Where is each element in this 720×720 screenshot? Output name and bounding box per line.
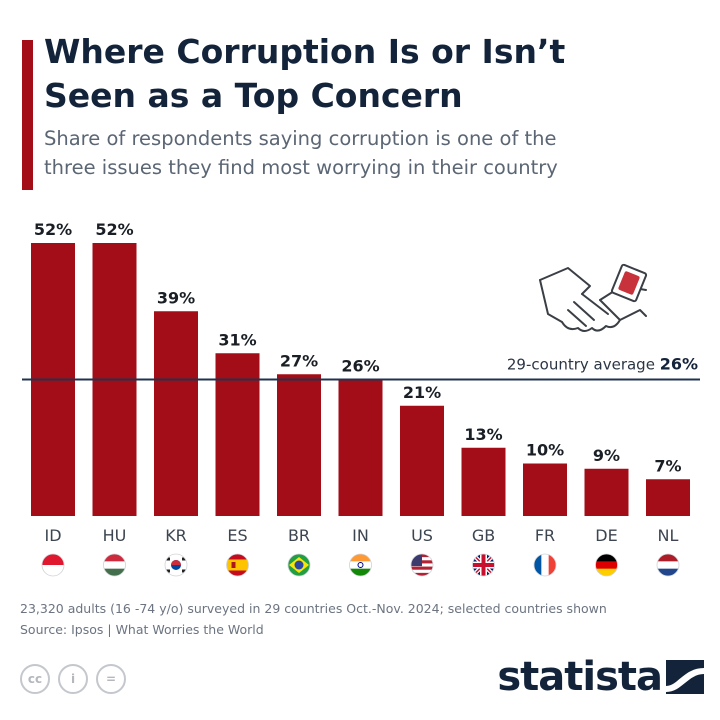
- category-label-HU: HU: [103, 526, 127, 545]
- value-label-BR: 27%: [280, 351, 318, 370]
- value-label-FR: 10%: [526, 441, 564, 460]
- value-label-NL: 7%: [654, 456, 681, 475]
- reference-line-layer: 29-country average 26%: [22, 355, 700, 381]
- category-label-FR: FR: [535, 526, 555, 545]
- flag-france-icon: [533, 553, 557, 577]
- category-label-IN: IN: [352, 526, 369, 545]
- category-label-NL: NL: [658, 526, 679, 545]
- flag-uk-icon: [472, 553, 495, 577]
- subtitle-line-1: Share of respondents saying corruption i…: [44, 127, 557, 150]
- page-title: Where Corruption Is or Isn’t Seen as a T…: [44, 30, 704, 118]
- flag-spain-icon: [226, 553, 249, 577]
- category-label-BR: BR: [288, 526, 310, 545]
- attribution-icon[interactable]: i: [58, 664, 88, 694]
- bar-GB: [461, 447, 506, 516]
- bar-IN: [338, 379, 383, 516]
- value-label-GB: 13%: [464, 425, 502, 444]
- statista-logo[interactable]: statista: [497, 654, 704, 700]
- brand-name: statista: [497, 654, 663, 700]
- bar-DE: [584, 468, 629, 516]
- bar-ES: [215, 353, 260, 516]
- flag-south-korea-icon: [164, 553, 188, 577]
- category-label-DE: DE: [595, 526, 617, 545]
- value-label-US: 21%: [403, 383, 441, 402]
- value-label-ID: 52%: [34, 220, 72, 239]
- statista-mark-icon: [666, 660, 704, 694]
- category-label-GB: GB: [472, 526, 495, 545]
- creative-commons-icon[interactable]: cc: [20, 664, 50, 694]
- bar-chart: 52% ID 52% HU 39% KR 31% ES 27% BR 26% IN 21% US 13% GB…: [22, 220, 700, 577]
- bar-NL: [646, 479, 690, 516]
- category-label-ES: ES: [227, 526, 247, 545]
- flag-brazil-icon: [287, 553, 311, 577]
- title-line-1: Where Corruption Is or Isn’t: [44, 32, 566, 71]
- subtitle-line-2: three issues they find most worrying in …: [44, 156, 558, 179]
- flag-netherlands-icon: [656, 553, 680, 577]
- no-derivatives-icon[interactable]: =: [96, 664, 126, 694]
- flag-usa-icon: [410, 553, 434, 577]
- flag-indonesia-icon: [41, 553, 65, 577]
- source-note: Source: Ipsos | What Worries the World: [20, 622, 264, 637]
- category-label-ID: ID: [44, 526, 61, 545]
- survey-note: 23,320 adults (16 -74 y/o) surveyed in 2…: [20, 601, 607, 616]
- category-label-KR: KR: [165, 526, 187, 545]
- page-subtitle: Share of respondents saying corruption i…: [44, 124, 704, 182]
- average-label: 29-country average 26%: [507, 355, 698, 374]
- value-label-IN: 26%: [341, 357, 379, 376]
- license-icons: cc i =: [20, 664, 126, 694]
- footnote: 23,320 adults (16 -74 y/o) surveyed in 2…: [20, 598, 607, 640]
- value-label-DE: 9%: [593, 446, 620, 465]
- handshake-money-icon: [539, 263, 648, 332]
- flag-germany-icon: [595, 553, 618, 577]
- bar-FR: [523, 463, 567, 516]
- bar-KR: [154, 311, 198, 516]
- value-label-ES: 31%: [218, 330, 256, 349]
- value-labels-layer: 52% ID 52% HU 39% KR 31% ES 27% BR 26% IN 21% US 13% GB…: [34, 220, 682, 577]
- bar-US: [400, 405, 444, 516]
- flag-india-icon: [349, 553, 372, 577]
- category-label-US: US: [411, 526, 433, 545]
- title-accent-bar: [22, 40, 33, 190]
- value-label-KR: 39%: [157, 288, 195, 307]
- flag-hungary-icon: [103, 553, 126, 577]
- value-label-HU: 52%: [95, 220, 133, 239]
- bar-BR: [277, 374, 321, 516]
- title-line-2: Seen as a Top Concern: [44, 76, 463, 115]
